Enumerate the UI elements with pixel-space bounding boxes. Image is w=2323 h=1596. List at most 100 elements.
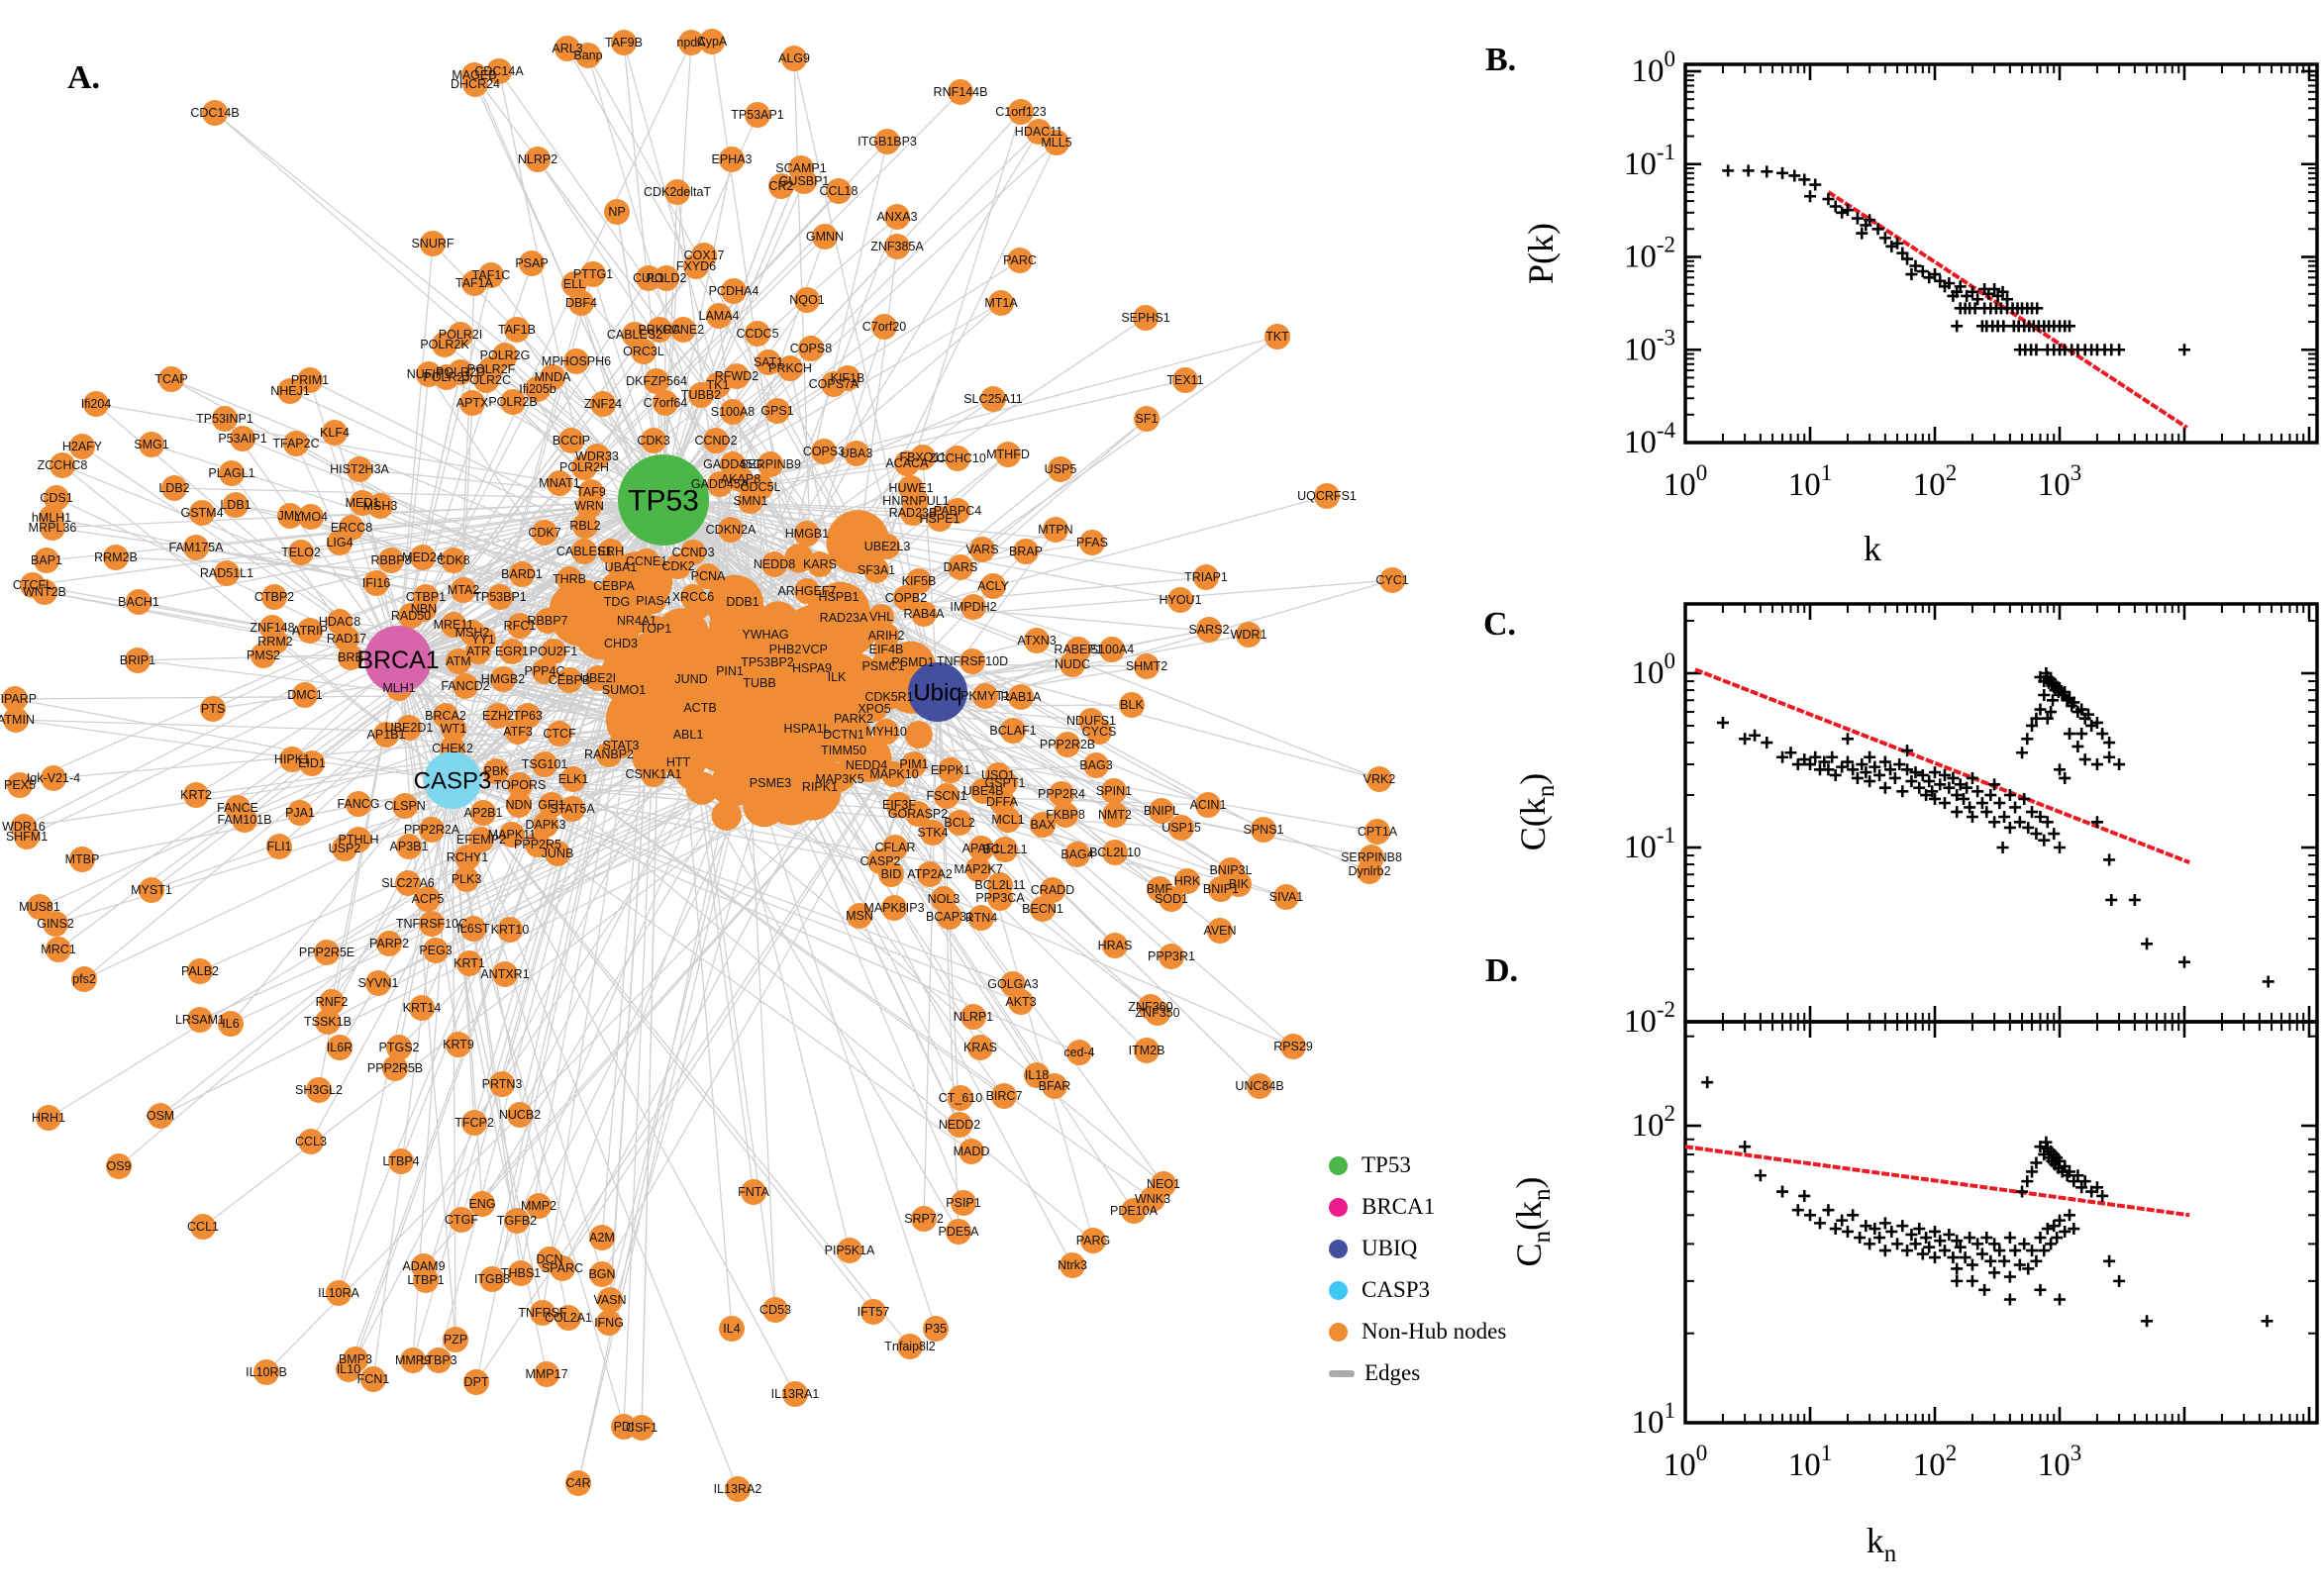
network-node-label: ORC3L: [623, 345, 664, 358]
network-node: [525, 147, 551, 172]
network-node: [968, 836, 994, 861]
legend-entry: BRCA1: [1329, 1186, 1506, 1228]
network-node-label: GUSBP1: [779, 174, 830, 188]
plus-marker: [1959, 1251, 1971, 1264]
network-node-label: TAF1B: [498, 323, 536, 337]
network-node: [881, 895, 907, 921]
network-node: [556, 1305, 581, 1331]
network-edge: [662, 180, 805, 501]
network-node-label: CDC14B: [190, 106, 239, 120]
network-node: [1167, 587, 1193, 613]
network-node-label: MUS81: [19, 900, 60, 914]
network-node-label: PPP2R5: [514, 838, 561, 851]
network-node: [218, 1011, 244, 1037]
scatter-points: [1716, 667, 2274, 988]
network-node: [314, 940, 340, 965]
network-node: [500, 389, 526, 415]
network-node: [473, 367, 499, 393]
plus-marker: [1864, 1238, 1876, 1250]
network-node: [1048, 456, 1073, 482]
legend-label: CASP3: [1362, 1277, 1431, 1302]
network-node: [1196, 617, 1222, 643]
x-tick-label: 100: [1664, 460, 1708, 503]
network-node: [571, 454, 597, 480]
network-node-label: PTTG1: [573, 267, 613, 281]
network-node: [1008, 99, 1034, 125]
plus-marker: [1854, 1232, 1867, 1245]
network-node-label: HRH1: [32, 1111, 65, 1125]
network-edge: [662, 158, 733, 501]
plus-marker: [2262, 975, 2274, 988]
plus-marker: [1964, 801, 1976, 814]
network-node: [1066, 1040, 1092, 1065]
plus-marker: [1901, 1245, 1914, 1257]
network-node: [831, 605, 857, 631]
plus-marker: [1754, 1169, 1767, 1182]
network-node: [1134, 406, 1160, 432]
network-node: [991, 1083, 1017, 1109]
network-edge: [390, 499, 664, 561]
network-node-label: TP53AP1: [731, 108, 784, 122]
plus-marker: [1885, 1225, 1898, 1238]
network-edge: [662, 302, 1002, 501]
network-node: [441, 548, 466, 573]
network-node: [799, 655, 825, 681]
network-node: [835, 365, 860, 391]
network-node: [1102, 933, 1128, 958]
network-node: [948, 79, 973, 105]
network-node-label: MTBP: [65, 852, 100, 866]
network-node: [454, 845, 480, 870]
plus-marker: [2045, 1238, 2058, 1250]
network-node: [824, 664, 850, 690]
network-node: [987, 885, 1013, 911]
network-node: [540, 364, 565, 390]
network-node: [479, 1266, 505, 1292]
plus-marker: [1964, 1232, 1976, 1245]
network-node: [200, 696, 226, 722]
network-node-label: DBF4: [565, 296, 597, 310]
network-node: [1208, 876, 1234, 902]
axis-ticks: [1685, 64, 2317, 443]
x-tick-label: 101: [1788, 460, 1833, 503]
network-node: [69, 434, 95, 459]
network-node: [636, 265, 661, 291]
network-node: [874, 129, 900, 154]
network-node: [1079, 530, 1105, 555]
network-node: [967, 1035, 993, 1060]
plus-marker: [2063, 728, 2075, 741]
network-edge: [937, 691, 1232, 871]
network-node: [190, 1214, 216, 1240]
network-node: [873, 719, 899, 745]
network-node: [884, 204, 910, 230]
network-node: [453, 673, 478, 699]
network-node: [781, 46, 807, 71]
network-node-label: HIST2H3A: [330, 462, 389, 476]
network-node-label: CCL18: [820, 184, 858, 198]
network-node-label: UBE2D1: [385, 721, 434, 735]
network-node: [945, 446, 970, 471]
network-node: [396, 715, 422, 741]
network-node: [589, 1225, 615, 1250]
network-node: [443, 1327, 468, 1352]
network-node-label: GSTM4: [180, 506, 223, 520]
network-node: [485, 703, 511, 729]
network-node: [881, 761, 907, 787]
network-node: [794, 578, 820, 604]
network-node-label: PSAP: [515, 256, 548, 270]
network-node: [489, 1071, 515, 1097]
network-node-label: TELO2: [281, 546, 321, 559]
network-node: [911, 1206, 937, 1232]
network-node-label: CUL1: [633, 271, 664, 285]
y-tick-label: 10-2: [1624, 997, 1675, 1040]
network-node-label: CDC14A: [474, 64, 524, 78]
network-edge: [937, 691, 1094, 1242]
network-node: [728, 466, 754, 492]
network-node: [1044, 130, 1069, 155]
plus-marker: [2075, 728, 2088, 741]
network-node-label: PCDHA4: [709, 284, 759, 298]
network-node: [459, 390, 485, 416]
network-edge: [397, 440, 572, 660]
network-node-label: TOPORS: [494, 778, 547, 792]
legend-entry: CASP3: [1329, 1269, 1506, 1311]
